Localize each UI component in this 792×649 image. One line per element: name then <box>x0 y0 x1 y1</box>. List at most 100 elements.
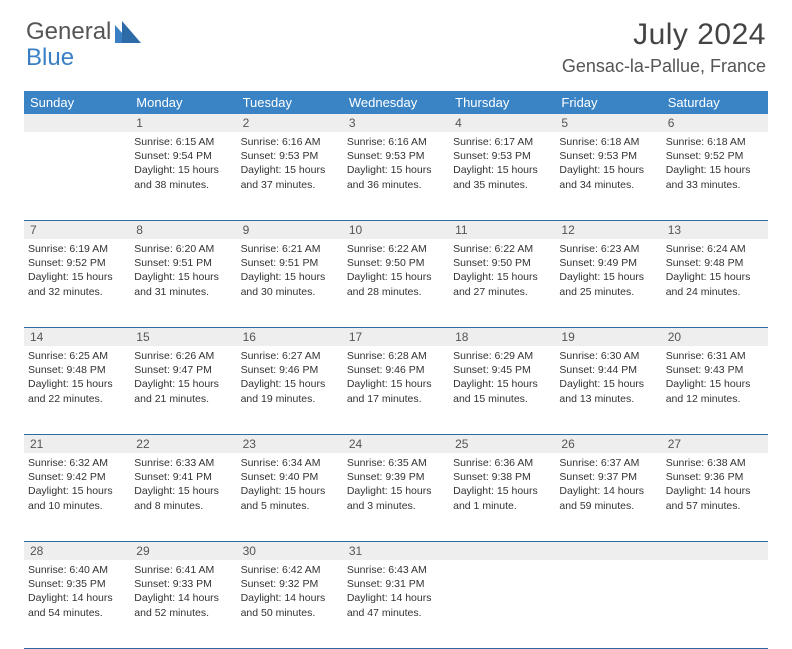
day-detail-line: and 38 minutes. <box>134 178 232 192</box>
day-detail-line: Daylight: 14 hours <box>134 591 232 605</box>
day-cell: Sunrise: 6:27 AMSunset: 9:46 PMDaylight:… <box>237 346 343 434</box>
day-detail-line: Sunrise: 6:43 AM <box>347 563 445 577</box>
day-number: 5 <box>555 114 661 132</box>
day-number: 12 <box>555 221 661 239</box>
day-number: 28 <box>24 542 130 560</box>
day-detail-line: Daylight: 15 hours <box>241 377 339 391</box>
day-detail-line: Sunset: 9:39 PM <box>347 470 445 484</box>
day-detail-line: and 28 minutes. <box>347 285 445 299</box>
day-detail-line: Sunset: 9:47 PM <box>134 363 232 377</box>
day-cell: Sunrise: 6:36 AMSunset: 9:38 PMDaylight:… <box>449 453 555 541</box>
daynum-row: 78910111213 <box>24 221 768 239</box>
day-detail-line: and 54 minutes. <box>28 606 126 620</box>
day-detail-line: and 21 minutes. <box>134 392 232 406</box>
day-detail-line: Sunrise: 6:15 AM <box>134 135 232 149</box>
day-detail-line: Daylight: 15 hours <box>241 270 339 284</box>
day-number: 10 <box>343 221 449 239</box>
day-detail-line: and 25 minutes. <box>559 285 657 299</box>
week-row: Sunrise: 6:19 AMSunset: 9:52 PMDaylight:… <box>24 239 768 328</box>
day-cell: Sunrise: 6:16 AMSunset: 9:53 PMDaylight:… <box>237 132 343 220</box>
day-detail-line: Sunset: 9:46 PM <box>241 363 339 377</box>
day-number: 29 <box>130 542 236 560</box>
day-cell <box>555 560 661 648</box>
day-detail-line: Sunset: 9:50 PM <box>453 256 551 270</box>
day-detail-line: and 34 minutes. <box>559 178 657 192</box>
day-number <box>662 542 768 560</box>
weekday-header: Saturday <box>662 91 768 114</box>
day-cell: Sunrise: 6:24 AMSunset: 9:48 PMDaylight:… <box>662 239 768 327</box>
day-detail-line: Sunset: 9:40 PM <box>241 470 339 484</box>
day-detail-line: Sunrise: 6:41 AM <box>134 563 232 577</box>
day-number: 31 <box>343 542 449 560</box>
day-number: 7 <box>24 221 130 239</box>
day-cell: Sunrise: 6:40 AMSunset: 9:35 PMDaylight:… <box>24 560 130 648</box>
weekday-header-row: SundayMondayTuesdayWednesdayThursdayFrid… <box>24 91 768 114</box>
header: General July 2024 Gensac-la-Pallue, Fran… <box>0 0 792 85</box>
day-detail-line: and 37 minutes. <box>241 178 339 192</box>
day-detail-line: Sunset: 9:41 PM <box>134 470 232 484</box>
day-number: 3 <box>343 114 449 132</box>
day-number <box>24 114 130 132</box>
day-detail-line: Daylight: 15 hours <box>666 163 764 177</box>
day-cell <box>662 560 768 648</box>
day-number: 11 <box>449 221 555 239</box>
day-cell: Sunrise: 6:21 AMSunset: 9:51 PMDaylight:… <box>237 239 343 327</box>
day-number: 6 <box>662 114 768 132</box>
day-detail-line: and 31 minutes. <box>134 285 232 299</box>
day-cell: Sunrise: 6:19 AMSunset: 9:52 PMDaylight:… <box>24 239 130 327</box>
week-row: Sunrise: 6:15 AMSunset: 9:54 PMDaylight:… <box>24 132 768 221</box>
day-number: 21 <box>24 435 130 453</box>
day-detail-line: Sunrise: 6:37 AM <box>559 456 657 470</box>
day-cell: Sunrise: 6:30 AMSunset: 9:44 PMDaylight:… <box>555 346 661 434</box>
day-detail-line: and 17 minutes. <box>347 392 445 406</box>
day-detail-line: Sunrise: 6:19 AM <box>28 242 126 256</box>
day-detail-line: Sunset: 9:51 PM <box>241 256 339 270</box>
day-detail-line: Daylight: 15 hours <box>28 484 126 498</box>
month-title: July 2024 <box>562 18 766 52</box>
day-detail-line: Daylight: 15 hours <box>28 270 126 284</box>
day-detail-line: Sunrise: 6:30 AM <box>559 349 657 363</box>
day-detail-line: Sunset: 9:42 PM <box>28 470 126 484</box>
day-detail-line: Sunrise: 6:40 AM <box>28 563 126 577</box>
day-detail-line: Sunrise: 6:34 AM <box>241 456 339 470</box>
day-detail-line: and 59 minutes. <box>559 499 657 513</box>
logo-text-2: Blue <box>26 44 74 72</box>
day-detail-line: and 15 minutes. <box>453 392 551 406</box>
day-detail-line: Sunset: 9:43 PM <box>666 363 764 377</box>
day-detail-line: Sunrise: 6:23 AM <box>559 242 657 256</box>
location: Gensac-la-Pallue, France <box>562 56 766 77</box>
day-cell: Sunrise: 6:28 AMSunset: 9:46 PMDaylight:… <box>343 346 449 434</box>
weekday-header: Monday <box>130 91 236 114</box>
day-detail-line: Sunrise: 6:24 AM <box>666 242 764 256</box>
day-cell: Sunrise: 6:15 AMSunset: 9:54 PMDaylight:… <box>130 132 236 220</box>
day-number: 4 <box>449 114 555 132</box>
day-number: 19 <box>555 328 661 346</box>
day-cell: Sunrise: 6:35 AMSunset: 9:39 PMDaylight:… <box>343 453 449 541</box>
day-detail-line: Sunrise: 6:16 AM <box>241 135 339 149</box>
day-detail-line: and 22 minutes. <box>28 392 126 406</box>
day-cell: Sunrise: 6:33 AMSunset: 9:41 PMDaylight:… <box>130 453 236 541</box>
day-detail-line: Daylight: 15 hours <box>666 377 764 391</box>
day-cell: Sunrise: 6:32 AMSunset: 9:42 PMDaylight:… <box>24 453 130 541</box>
day-detail-line: Sunset: 9:51 PM <box>134 256 232 270</box>
day-detail-line: Daylight: 15 hours <box>453 163 551 177</box>
day-cell: Sunrise: 6:38 AMSunset: 9:36 PMDaylight:… <box>662 453 768 541</box>
day-cell: Sunrise: 6:22 AMSunset: 9:50 PMDaylight:… <box>449 239 555 327</box>
day-detail-line: Daylight: 15 hours <box>347 163 445 177</box>
day-detail-line: Daylight: 14 hours <box>28 591 126 605</box>
daynum-row: 14151617181920 <box>24 328 768 346</box>
day-cell: Sunrise: 6:18 AMSunset: 9:52 PMDaylight:… <box>662 132 768 220</box>
day-detail-line: Sunrise: 6:36 AM <box>453 456 551 470</box>
day-detail-line: and 13 minutes. <box>559 392 657 406</box>
day-number: 25 <box>449 435 555 453</box>
day-detail-line: Sunrise: 6:22 AM <box>453 242 551 256</box>
day-detail-line: Sunset: 9:31 PM <box>347 577 445 591</box>
weekday-header: Tuesday <box>237 91 343 114</box>
day-detail-line: Sunrise: 6:29 AM <box>453 349 551 363</box>
day-cell <box>24 132 130 220</box>
day-detail-line: Sunset: 9:32 PM <box>241 577 339 591</box>
day-detail-line: Daylight: 15 hours <box>347 377 445 391</box>
day-number: 16 <box>237 328 343 346</box>
day-cell: Sunrise: 6:43 AMSunset: 9:31 PMDaylight:… <box>343 560 449 648</box>
week-row: Sunrise: 6:40 AMSunset: 9:35 PMDaylight:… <box>24 560 768 649</box>
